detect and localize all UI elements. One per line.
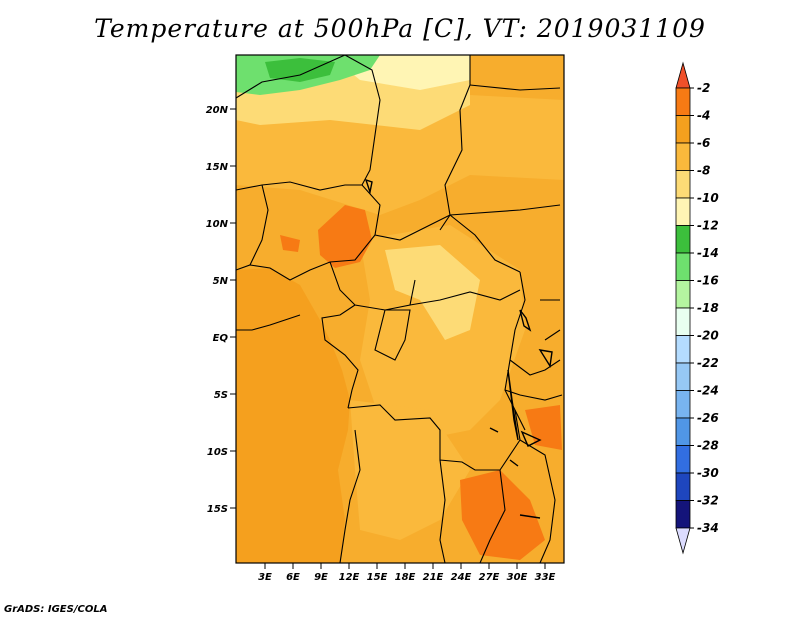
lon-label-24e: 24E	[451, 572, 472, 583]
colorbar-swatch	[675, 280, 691, 309]
colorbar-swatch	[675, 252, 691, 281]
lat-label-eq: EQ	[213, 333, 229, 344]
lat-label-15n: 15N	[206, 162, 229, 173]
colorbar-swatch	[675, 307, 691, 336]
colorbar-swatch	[675, 87, 691, 116]
colorbar-label: -6	[697, 136, 710, 150]
colorbar-swatch	[675, 142, 691, 171]
colorbar-label: -32	[697, 494, 719, 508]
lon-label-18e: 18E	[395, 572, 416, 583]
colorbar-swatch	[675, 362, 691, 391]
colorbar-swatch	[675, 445, 691, 474]
colorbar-swatch	[675, 500, 691, 529]
colorbar-swatch-bottom	[675, 527, 691, 555]
longitude-axis: 3E 6E 9E 12E 15E 18E 21E 24E 27E 30E 33E	[258, 563, 556, 583]
lon-label-9e: 9E	[314, 572, 328, 583]
colorbar-swatch-top	[675, 61, 691, 89]
lon-label-15e: 15E	[367, 572, 388, 583]
lat-label-5n: 5N	[213, 276, 229, 287]
lon-label-12e: 12E	[339, 572, 360, 583]
colorbar-label: -24	[697, 384, 719, 398]
lon-label-21e: 21E	[423, 572, 444, 583]
colorbar-swatch	[675, 225, 691, 254]
country-borders	[235, 54, 563, 564]
pale-zone-central	[385, 245, 480, 340]
dark-green-zone	[265, 58, 335, 82]
colorbar-label: -8	[697, 164, 710, 178]
colorbar-label: -26	[697, 411, 719, 425]
colorbar-swatch	[675, 115, 691, 144]
colorbar-swatch	[675, 170, 691, 199]
map-panel	[235, 54, 565, 564]
warm-patch-east	[525, 405, 562, 450]
lon-label-6e: 6E	[286, 572, 300, 583]
colorbar-swatch	[675, 390, 691, 419]
latitude-axis: 20N 15N 10N 5N EQ 5S 10S 15S	[206, 105, 236, 515]
colorbar: -2 -4 -6 -8 -10 -12 -14 -16 -18 -20 -22 -24 -26 -28 -3…	[675, 61, 719, 555]
lat-label-5s: 5S	[214, 390, 228, 401]
lon-label-3e: 3E	[258, 572, 272, 583]
lat-label-15s: 15S	[207, 504, 228, 515]
lat-label-20n: 20N	[206, 105, 229, 116]
chart-title: Temperature at 500hPa [C], VT: 201903110…	[94, 14, 706, 43]
colorbar-label: -18	[697, 301, 719, 315]
colorbar-label: -22	[697, 356, 719, 370]
colorbar-swatches	[675, 61, 691, 555]
colorbar-label: -14	[697, 246, 719, 260]
lat-label-10s: 10S	[207, 447, 228, 458]
lon-label-27e: 27E	[479, 572, 500, 583]
lakes	[364, 178, 553, 519]
colorbar-label: -30	[697, 466, 719, 480]
colorbar-label: -12	[697, 219, 719, 233]
colorbar-label: -4	[697, 109, 710, 123]
map-frame	[235, 54, 565, 564]
colorbar-label: -10	[697, 191, 719, 205]
colorbar-swatch	[675, 335, 691, 364]
lat-label-10n: 10N	[206, 219, 229, 230]
colorbar-label: -16	[697, 274, 719, 288]
lon-label-33e: 33E	[535, 572, 556, 583]
warm-patch-nigeria	[318, 205, 372, 268]
colorbar-label: -28	[697, 439, 719, 453]
lon-label-30e: 30E	[507, 572, 528, 583]
colorbar-swatch	[675, 472, 691, 501]
warm-patch-west	[280, 235, 300, 252]
colorbar-label: -20	[697, 329, 719, 343]
colorbar-swatch	[675, 197, 691, 226]
colorbar-labels: -2 -4 -6 -8 -10 -12 -14 -16 -18 -20 -22 -24 -26 -28 -3…	[690, 81, 719, 535]
software-credit: GrADS: IGES/COLA	[4, 604, 108, 615]
colorbar-label: -2	[697, 81, 710, 95]
colorbar-swatch	[675, 417, 691, 446]
colorbar-label: -34	[697, 521, 719, 535]
